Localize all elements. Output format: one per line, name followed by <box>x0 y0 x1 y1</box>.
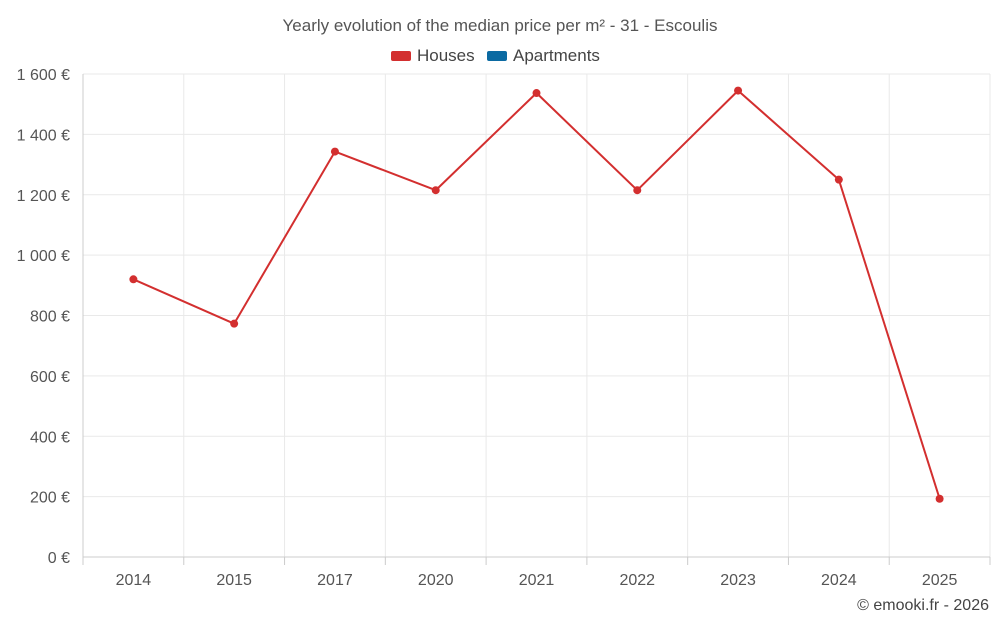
legend-label-apartments: Apartments <box>513 46 600 65</box>
y-tick-label: 1 600 € <box>17 67 70 84</box>
x-tick-label: 2025 <box>922 572 958 589</box>
x-tick-label: 2020 <box>418 572 454 589</box>
x-tick-label: 2015 <box>216 572 252 589</box>
data-point-houses[interactable] <box>834 175 843 184</box>
y-tick-label: 1 000 € <box>17 248 70 265</box>
x-tick-label: 2024 <box>821 572 857 589</box>
grid <box>82 73 991 557</box>
y-tick-label: 400 € <box>30 429 70 446</box>
legend-item-apartments[interactable]: Apartments <box>487 46 600 65</box>
data-point-houses[interactable] <box>935 494 944 503</box>
legend-swatch-apartments <box>487 51 507 61</box>
x-tick-label: 2014 <box>116 572 152 589</box>
data-point-houses[interactable] <box>734 86 743 95</box>
y-tick-label: 200 € <box>30 490 70 507</box>
data-point-houses[interactable] <box>633 186 642 195</box>
data-point-houses[interactable] <box>532 89 541 98</box>
x-tick-label: 2017 <box>317 572 353 589</box>
y-tick-label: 600 € <box>30 369 70 386</box>
legend-swatch-houses <box>391 51 411 61</box>
legend: Houses Apartments <box>391 46 600 65</box>
data-point-houses[interactable] <box>129 275 138 284</box>
y-tick-label: 1 400 € <box>17 127 70 144</box>
data-point-houses[interactable] <box>330 147 339 156</box>
data-point-houses[interactable] <box>431 186 440 195</box>
x-tick-label: 2022 <box>619 572 655 589</box>
y-tick-label: 800 € <box>30 309 70 326</box>
legend-label-houses: Houses <box>417 46 475 65</box>
chart-title: Yearly evolution of the median price per… <box>283 16 718 35</box>
x-tick-label: 2023 <box>720 572 756 589</box>
y-axis-ticks: 0 € 200 € 400 € 600 € 800 € 1 000 € 1 200 € 1 4… <box>17 67 70 567</box>
x-tick-label: 2021 <box>519 572 555 589</box>
series-line-houses <box>132 89 941 500</box>
series-houses <box>129 86 944 503</box>
axes <box>82 74 991 565</box>
y-tick-label: 0 € <box>48 550 70 567</box>
legend-item-houses[interactable]: Houses <box>391 46 475 65</box>
credit-text: © emooki.fr - 2026 <box>857 597 989 614</box>
data-point-houses[interactable] <box>230 319 239 328</box>
x-axis-ticks: 2014 2015 2017 2020 2021 2022 2023 2024 2025 <box>116 572 958 589</box>
y-tick-label: 1 200 € <box>17 188 70 205</box>
